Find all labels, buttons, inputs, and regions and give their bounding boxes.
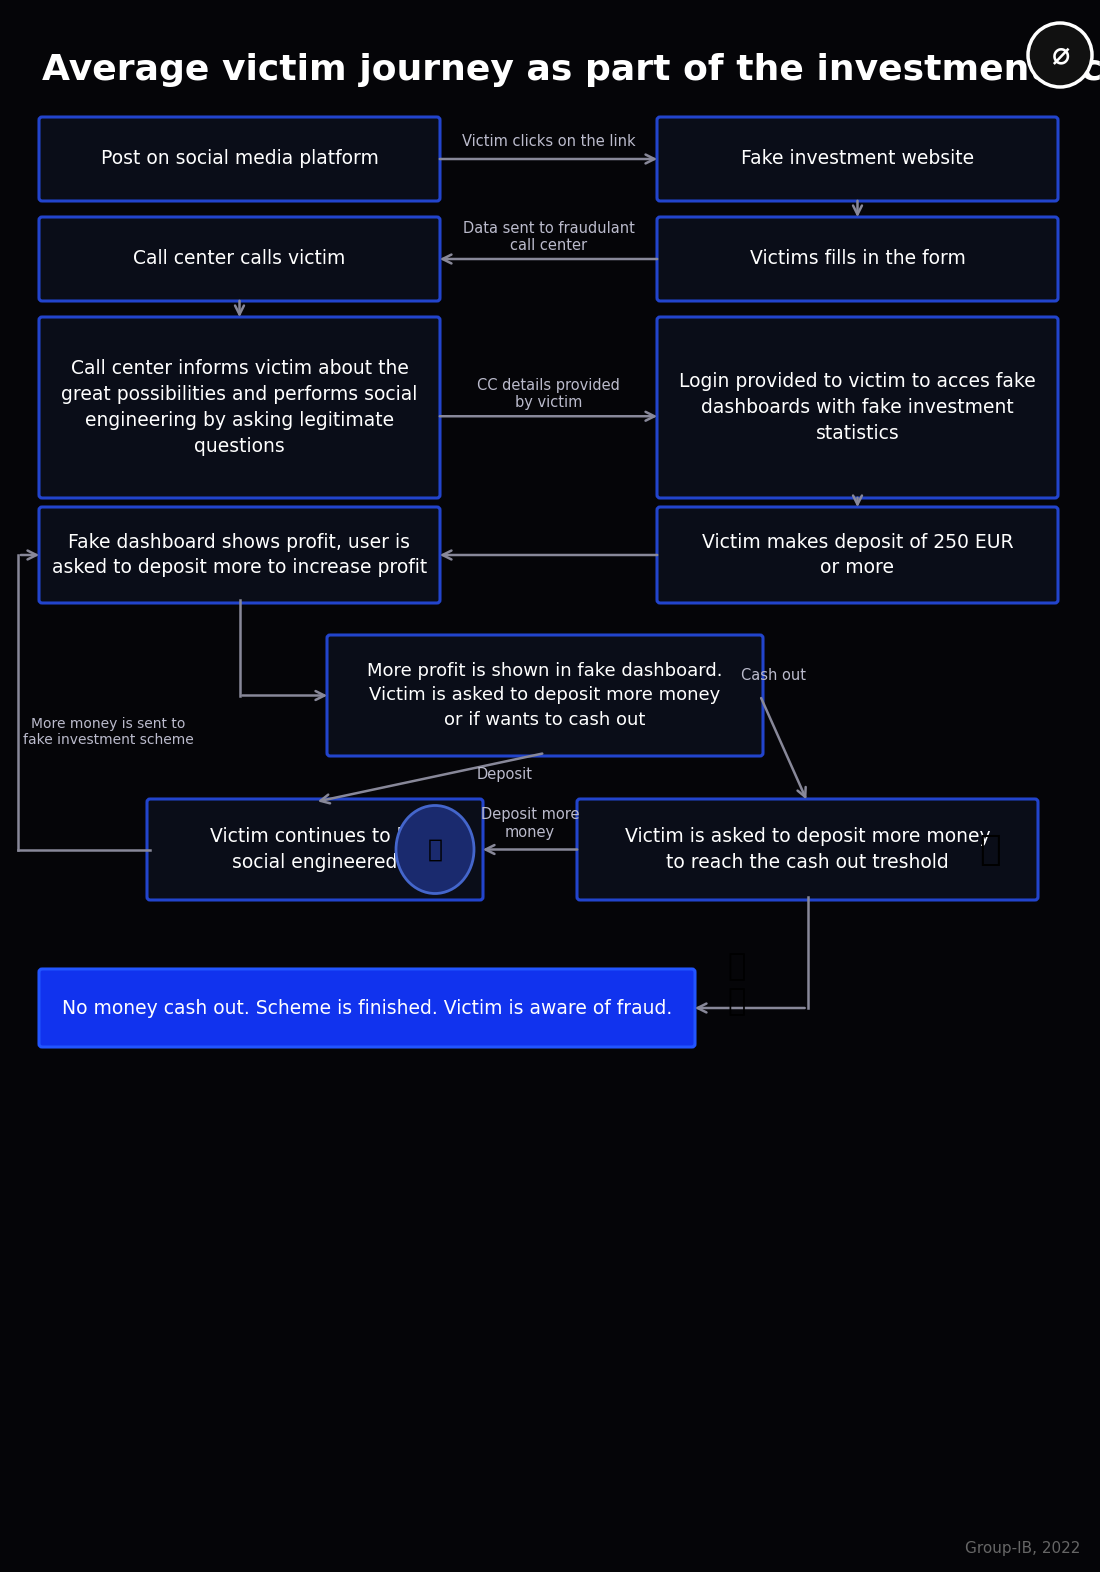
Text: Victim makes deposit of 250 EUR
or more: Victim makes deposit of 250 EUR or more (702, 533, 1013, 577)
FancyBboxPatch shape (657, 318, 1058, 498)
FancyBboxPatch shape (657, 508, 1058, 604)
Circle shape (1028, 24, 1092, 86)
Text: Deposit: Deposit (477, 767, 534, 783)
Text: Fake investment website: Fake investment website (741, 149, 975, 168)
FancyBboxPatch shape (39, 318, 440, 498)
Ellipse shape (396, 805, 474, 893)
Text: Call center informs victim about the
great possibilities and performs social
eng: Call center informs victim about the gre… (62, 360, 418, 456)
Text: Fake dashboard shows profit, user is
asked to deposit more to increase profit: Fake dashboard shows profit, user is ask… (52, 533, 427, 577)
Text: 💰: 💰 (979, 833, 1001, 866)
Text: Data sent to fraudulant
call center: Data sent to fraudulant call center (463, 220, 635, 253)
Text: 👤: 👤 (728, 953, 746, 981)
Text: Call center calls victim: Call center calls victim (133, 250, 345, 269)
FancyBboxPatch shape (578, 799, 1038, 901)
Text: Cash out: Cash out (741, 668, 806, 682)
FancyBboxPatch shape (657, 217, 1058, 300)
FancyBboxPatch shape (657, 116, 1058, 201)
FancyBboxPatch shape (39, 116, 440, 201)
FancyBboxPatch shape (327, 635, 763, 756)
Text: ⌀: ⌀ (1050, 41, 1069, 71)
Text: More money is sent to
fake investment scheme: More money is sent to fake investment sc… (23, 717, 194, 747)
Text: 🐛: 🐛 (428, 838, 442, 861)
Text: CC details provided
by victim: CC details provided by victim (477, 377, 620, 410)
Text: Average victim journey as part of the investment scam: Average victim journey as part of the in… (42, 53, 1100, 86)
Text: Deposit more
money: Deposit more money (481, 808, 580, 839)
Text: Victim clicks on the link: Victim clicks on the link (462, 134, 636, 148)
Text: Victim is asked to deposit more money
to reach the cash out treshold: Victim is asked to deposit more money to… (625, 827, 990, 872)
Text: Group-IB, 2022: Group-IB, 2022 (965, 1541, 1080, 1556)
Text: Login provided to victim to acces fake
dashboards with fake investment
statistic: Login provided to victim to acces fake d… (679, 373, 1036, 443)
Text: More profit is shown in fake dashboard.
Victim is asked to deposit more money
or: More profit is shown in fake dashboard. … (367, 662, 723, 729)
Text: 🖥: 🖥 (728, 987, 746, 1017)
Text: Victims fills in the form: Victims fills in the form (749, 250, 966, 269)
Text: Victim continues to be
social engineered: Victim continues to be social engineered (210, 827, 420, 872)
Text: No money cash out. Scheme is finished. Victim is aware of fraud.: No money cash out. Scheme is finished. V… (62, 998, 672, 1017)
FancyBboxPatch shape (39, 508, 440, 604)
FancyBboxPatch shape (39, 217, 440, 300)
FancyBboxPatch shape (39, 968, 695, 1047)
FancyBboxPatch shape (147, 799, 483, 901)
Text: Post on social media platform: Post on social media platform (100, 149, 378, 168)
